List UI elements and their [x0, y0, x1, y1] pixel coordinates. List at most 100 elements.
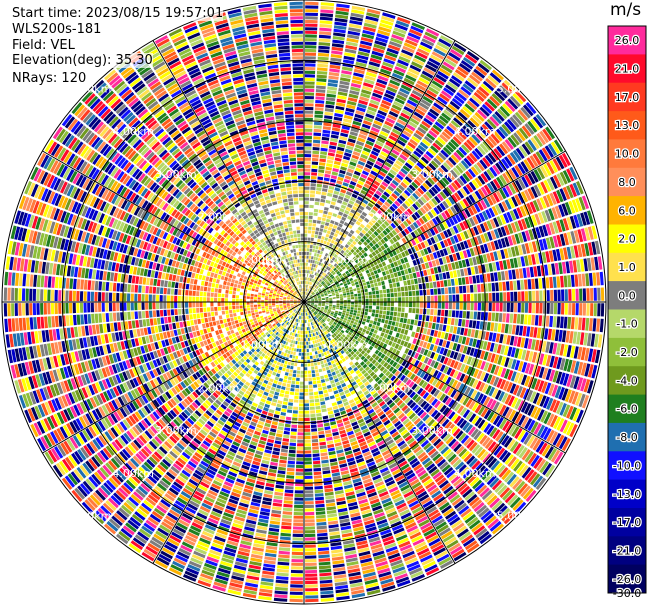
velocity-bin — [313, 460, 321, 465]
velocity-bin — [304, 508, 315, 512]
velocity-bin — [428, 188, 436, 197]
velocity-bin — [489, 497, 501, 509]
velocity-bin — [468, 181, 477, 191]
velocity-bin — [304, 67, 316, 71]
velocity-bin — [396, 173, 404, 181]
velocity-bin — [260, 507, 271, 513]
velocity-bin — [450, 440, 460, 450]
velocity-bin — [335, 229, 340, 235]
velocity-bin — [374, 85, 385, 92]
velocity-bin — [397, 292, 402, 297]
velocity-bin — [436, 346, 442, 354]
velocity-bin — [430, 329, 435, 336]
velocity-bin — [314, 365, 318, 370]
velocity-bin — [503, 368, 510, 379]
velocity-bin — [458, 260, 463, 269]
velocity-bin — [294, 493, 304, 498]
velocity-bin — [437, 302, 442, 309]
velocity-bin — [502, 260, 508, 270]
velocity-bin — [348, 93, 359, 99]
velocity-bin — [423, 232, 430, 239]
velocity-bin — [356, 208, 363, 214]
velocity-bin — [458, 63, 471, 73]
velocity-bin — [573, 376, 580, 390]
velocity-bin — [328, 520, 339, 525]
velocity-bin — [435, 521, 447, 531]
velocity-bin — [408, 291, 412, 297]
velocity-bin — [361, 229, 367, 235]
velocity-bin — [542, 354, 548, 366]
velocity-bin — [336, 400, 343, 405]
velocity-bin — [496, 87, 508, 99]
velocity-bin — [365, 113, 375, 119]
velocity-bin — [309, 263, 312, 267]
velocity-bin — [376, 200, 384, 206]
velocity-bin — [400, 374, 406, 382]
velocity-bin — [477, 448, 486, 459]
velocity-bin — [453, 151, 462, 161]
velocity-bin — [451, 497, 463, 507]
velocity-bin — [420, 171, 429, 179]
velocity-bin — [506, 118, 517, 131]
velocity-bin — [278, 554, 290, 559]
velocity-bin — [311, 263, 314, 267]
velocity-bin — [313, 132, 322, 137]
velocity-bin — [492, 164, 501, 175]
velocity-bin — [539, 165, 549, 178]
velocity-bin — [318, 434, 325, 439]
velocity-bin — [409, 302, 413, 308]
velocity-bin — [343, 304, 347, 307]
velocity-bin — [385, 329, 390, 334]
velocity-bin — [305, 288, 307, 292]
velocity-bin — [338, 388, 344, 393]
velocity-bin — [345, 171, 353, 177]
velocity-bin — [431, 274, 436, 282]
velocity-bin — [469, 117, 480, 128]
velocity-bin — [338, 195, 344, 201]
velocity-bin — [304, 309, 306, 313]
velocity-bin — [336, 150, 344, 155]
velocity-bin — [368, 133, 377, 140]
velocity-bin — [490, 364, 497, 374]
velocity-bin — [400, 415, 408, 423]
velocity-bin — [381, 318, 385, 324]
velocity-bin — [557, 289, 561, 301]
velocity-bin — [476, 235, 483, 245]
velocity-bin — [444, 536, 457, 546]
velocity-bin — [511, 167, 520, 178]
velocity-bin — [308, 326, 310, 330]
velocity-bin — [396, 94, 407, 102]
velocity-bin — [375, 325, 380, 331]
velocity-bin — [284, 496, 293, 501]
velocity-bin — [443, 109, 454, 119]
velocity-bin — [304, 414, 310, 418]
velocity-bin — [450, 154, 460, 164]
velocity-bin — [423, 349, 429, 356]
velocity-bin — [352, 75, 363, 82]
velocity-bin — [386, 399, 393, 406]
velocity-bin — [597, 303, 601, 317]
velocity-bin — [486, 168, 495, 179]
velocity-bin — [418, 77, 430, 85]
velocity-bin — [403, 42, 417, 50]
velocity-bin — [485, 138, 495, 149]
velocity-bin — [411, 358, 417, 365]
velocity-bin — [387, 425, 395, 432]
velocity-bin — [339, 307, 343, 310]
velocity-bin — [313, 256, 316, 260]
velocity-bin — [260, 581, 274, 586]
velocity-bin — [536, 265, 542, 277]
velocity-bin — [600, 303, 605, 317]
velocity-bin — [356, 337, 362, 342]
velocity-bin — [305, 56, 316, 60]
velocity-bin — [426, 89, 438, 98]
velocity-bin — [381, 384, 388, 391]
velocity-bin — [554, 329, 560, 342]
velocity-bin — [381, 449, 391, 457]
velocity-bin — [387, 297, 391, 302]
velocity-bin — [330, 330, 335, 334]
velocity-bin — [345, 427, 353, 433]
velocity-bin — [383, 377, 390, 384]
velocity-bin — [556, 316, 561, 328]
velocity-bin — [327, 516, 338, 522]
